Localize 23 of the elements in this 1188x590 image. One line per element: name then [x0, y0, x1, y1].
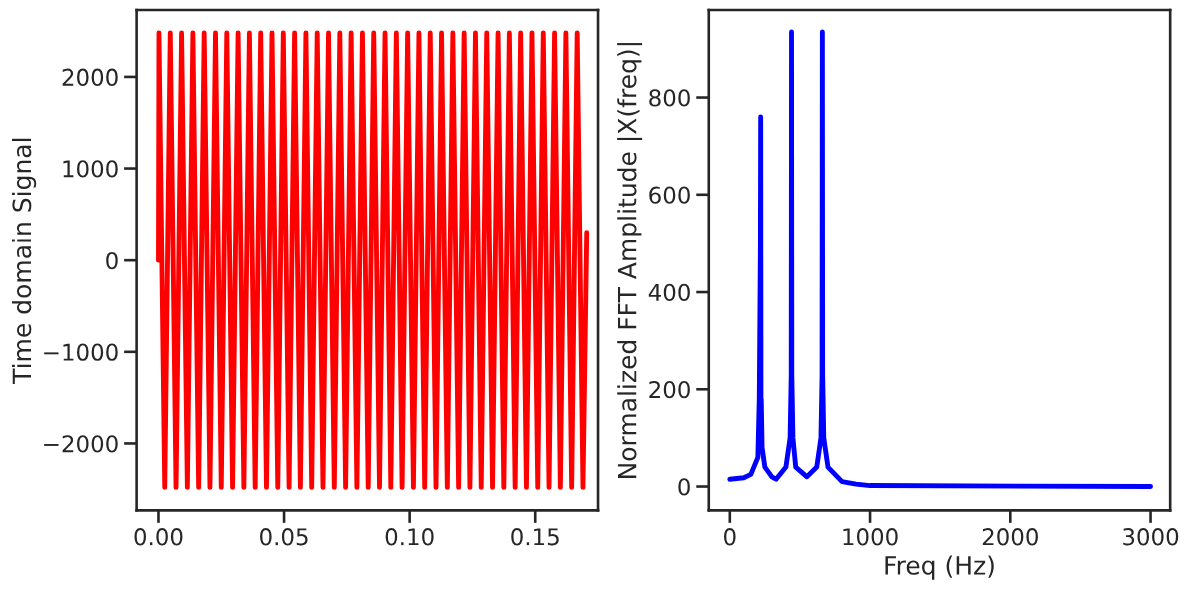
x-tick-label: 0.05: [260, 528, 308, 546]
x-tick-label: 0.15: [511, 528, 559, 546]
y-tick-label: 0: [106, 251, 118, 270]
line-series: [156, 30, 590, 490]
y-tick-label: 2000: [62, 68, 118, 86]
y-tick-label: 800: [649, 89, 690, 107]
x-tick-label: 3000: [1123, 528, 1179, 546]
y-axis-title: Time domain Signal: [11, 138, 37, 385]
y-tick-label: −2000: [44, 435, 118, 453]
x-tick-label: 0.10: [385, 528, 434, 546]
y-tick-label: 600: [649, 186, 690, 204]
y-axis-title: Normalized FFT Amplitude |X(freq)|: [617, 43, 643, 479]
y-tick-label: 1000: [63, 160, 118, 178]
y-tick-label: −1000: [44, 343, 118, 361]
y-tick-label: 400: [648, 283, 690, 302]
x-tick-label: 0.00: [134, 528, 183, 546]
y-tick-label: 200: [649, 380, 690, 399]
y-tick-label: 0: [678, 478, 690, 496]
x-tick-label: 2000: [982, 528, 1038, 546]
line-series: [727, 29, 1153, 489]
x-axis-title: Freq (Hz): [885, 555, 994, 580]
x-tick-label: 0: [724, 528, 736, 546]
x-tick-label: 1000: [843, 528, 898, 546]
